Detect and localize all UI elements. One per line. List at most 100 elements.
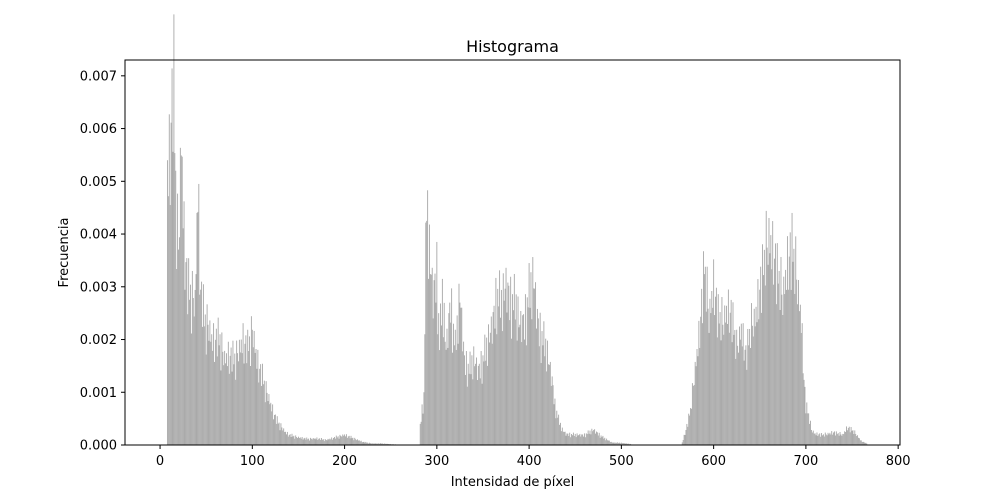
histogram-bar <box>863 441 865 445</box>
histogram-bar <box>779 309 781 445</box>
histogram-bar <box>206 304 208 445</box>
x-tick-label: 300 <box>424 454 449 469</box>
histogram-bar <box>365 441 367 445</box>
histogram-bar <box>429 274 431 445</box>
histogram-bar <box>718 323 720 445</box>
histogram-bar <box>232 340 234 445</box>
histogram-bar <box>452 323 454 445</box>
histogram-bar <box>582 434 584 445</box>
histogram-bar <box>773 284 775 445</box>
histogram-bar <box>264 402 266 445</box>
histogram-bar <box>189 299 191 445</box>
histogram-bar <box>474 366 476 445</box>
histogram-bar <box>715 296 716 445</box>
histogram-bar <box>305 439 307 445</box>
histogram-bar <box>486 337 488 445</box>
histogram-bar <box>167 196 169 445</box>
histogram-bar <box>503 300 505 445</box>
histogram-bar <box>261 385 263 445</box>
histogram-bar <box>265 381 267 445</box>
histogram-bar <box>204 314 206 445</box>
histogram-bar <box>476 357 477 445</box>
histogram-bar <box>498 306 500 445</box>
histogram-bar <box>750 347 751 445</box>
histogram-bar <box>462 351 464 445</box>
histogram-bar <box>457 343 459 445</box>
histogram-bar <box>311 439 313 445</box>
histogram-bar <box>387 443 389 445</box>
histogram-bar <box>381 443 383 445</box>
histogram-bar <box>495 277 497 445</box>
histogram-bar <box>552 385 554 445</box>
x-tick-label: 0 <box>156 454 164 469</box>
histogram-bar <box>717 294 719 445</box>
histogram-bar <box>286 434 287 445</box>
histogram-bar <box>771 269 773 445</box>
histogram-bar <box>368 443 370 445</box>
histogram-bar <box>768 217 770 445</box>
histogram-bar <box>380 443 382 445</box>
histogram-bar <box>174 153 176 445</box>
histogram-bar <box>715 287 717 445</box>
histogram-bar <box>188 258 190 445</box>
histogram-bar <box>341 436 343 445</box>
histogram-bar <box>345 434 347 445</box>
histogram-bar <box>357 440 359 445</box>
histogram-bar <box>836 434 838 445</box>
histogram-bar <box>766 247 768 445</box>
histogram-bar <box>297 438 298 445</box>
histogram-bar <box>857 435 859 445</box>
histogram-bar <box>775 304 777 445</box>
histogram-bar <box>169 205 171 445</box>
histogram-bar <box>483 361 485 445</box>
histogram-bar <box>353 440 355 445</box>
histogram-bar <box>382 443 384 445</box>
histogram-bar <box>769 253 771 445</box>
histogram-bar <box>711 291 713 445</box>
histogram-bar <box>695 366 697 445</box>
histogram-bar <box>735 358 737 445</box>
histogram-bar <box>527 307 529 445</box>
y-tick-label: 0.005 <box>80 175 117 190</box>
histogram-bar <box>499 270 501 445</box>
histogram-bar <box>260 364 262 445</box>
histogram-bar <box>385 443 387 445</box>
histogram-bar <box>262 363 263 445</box>
histogram-bar <box>319 438 321 445</box>
histogram-bar <box>377 443 379 445</box>
histogram-bar <box>734 330 736 445</box>
histogram-bar <box>327 438 329 445</box>
histogram-bar <box>720 340 722 445</box>
histogram-bar <box>627 443 629 445</box>
histogram-bar <box>705 311 707 445</box>
histogram-bar <box>742 323 744 445</box>
histogram-bar <box>295 435 297 445</box>
histogram-bar <box>465 351 467 445</box>
histogram-bar <box>690 408 692 445</box>
histogram-bar <box>752 336 754 445</box>
histogram-bar <box>624 443 626 445</box>
histogram-bar <box>755 306 757 445</box>
histogram-bar <box>738 352 739 445</box>
histogram-bar <box>464 355 465 445</box>
histogram-bar <box>513 273 515 445</box>
histogram-bar <box>809 423 811 445</box>
histogram-bar <box>363 441 365 445</box>
histogram-bar <box>318 438 320 445</box>
histogram-bar <box>317 439 319 445</box>
histogram-bar <box>170 122 172 446</box>
histogram-bar <box>714 315 716 445</box>
histogram-bar <box>477 365 479 445</box>
histogram-bar <box>306 437 308 445</box>
histogram-bar <box>730 299 732 445</box>
histogram-bar <box>224 350 226 445</box>
histogram-bar <box>269 404 271 445</box>
histogram-bar <box>273 419 274 445</box>
histogram-bar <box>386 443 388 445</box>
histogram-bar <box>554 398 556 445</box>
histogram-bar <box>262 384 264 445</box>
histogram-bar <box>446 328 448 445</box>
histogram-bar <box>553 404 555 445</box>
histogram-bar <box>606 438 608 445</box>
y-axis-ticks: 0.000 0.001 0.002 0.003 0.004 0.005 0.006 0.007 <box>80 69 125 454</box>
